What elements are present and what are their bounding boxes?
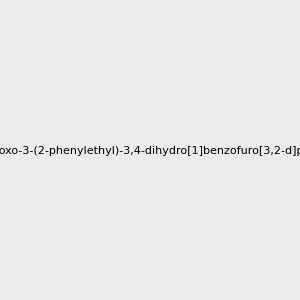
Text: N-(2-chlorobenzyl)-2-[2,4-dioxo-3-(2-phenylethyl)-3,4-dihydro[1]benzofuro[3,2-d]: N-(2-chlorobenzyl)-2-[2,4-dioxo-3-(2-phe…: [0, 146, 300, 157]
